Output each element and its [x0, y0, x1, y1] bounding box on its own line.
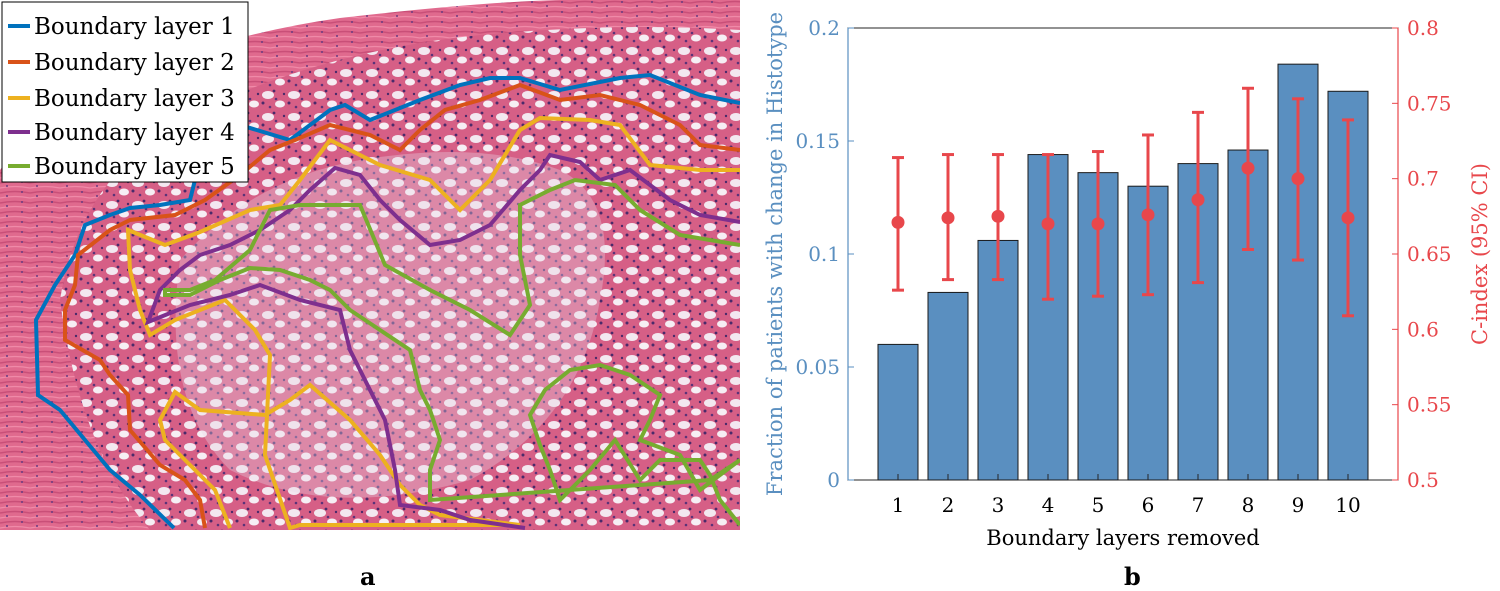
y-tick-label-right: 0.7 — [1407, 167, 1439, 191]
legend-entry: Boundary layer 5 — [8, 154, 235, 180]
x-axis: 1 2 3 4 5 6 7 8 9 10 — [892, 474, 1361, 517]
bars-layer — [877, 63, 1369, 481]
y-tick-label: 0.1 — [808, 242, 840, 266]
boundary-legend: Boundary layer 1 Boundary layer 2 Bounda… — [1, 1, 249, 183]
legend-label: Boundary layer 4 — [34, 120, 235, 146]
c-index-point — [1291, 172, 1305, 186]
y-axis-label: Fraction of patients with change in Hist… — [763, 12, 787, 496]
tissue-image — [0, 0, 740, 530]
y-tick-label-right: 0.65 — [1407, 242, 1452, 266]
y-tick-label-right: 0.55 — [1407, 393, 1452, 417]
legend-entry: Boundary layer 1 — [8, 14, 235, 40]
x-tick-label: 8 — [1242, 493, 1255, 517]
x-tick-label: 10 — [1335, 493, 1360, 517]
c-index-point — [1041, 217, 1055, 231]
boundary-layer-2-line — [63, 82, 740, 529]
x-tick-label: 1 — [892, 493, 905, 517]
y-tick-label: 0.05 — [795, 355, 840, 379]
panel-letter-b: b — [1124, 562, 1141, 591]
c-index-point — [891, 215, 905, 229]
y-tick-label-right: 0.5 — [1407, 468, 1439, 492]
c-index-point — [991, 209, 1005, 223]
x-tick-label: 4 — [1042, 493, 1055, 517]
right-axis: 0.5 0.55 0.6 0.65 0.7 0.75 0.8 — [1392, 16, 1452, 492]
c-index-point — [1191, 193, 1205, 207]
c-index-point — [1091, 217, 1105, 231]
bar-chart: 0 0.05 0.1 0.15 0.2 0.5 0.55 0.6 0.65 0.7 0.75 0.8… — [763, 12, 1492, 550]
y-tick-label-right: 0.6 — [1407, 317, 1439, 341]
legend-label: Boundary layer 3 — [34, 86, 235, 112]
y-tick-label: 0 — [827, 468, 840, 492]
c-index-point — [1141, 208, 1155, 222]
legend-label: Boundary layer 1 — [34, 14, 235, 40]
y-tick-label-right: 0.75 — [1407, 91, 1452, 115]
legend-entry: Boundary layer 4 — [8, 120, 235, 146]
left-axis: 0 0.05 0.1 0.15 0.2 — [795, 16, 854, 492]
bar — [927, 291, 969, 481]
y-tick-label: 0.15 — [795, 129, 840, 153]
c-index-point — [1341, 211, 1355, 225]
x-tick-label: 2 — [942, 493, 955, 517]
boundary-layer-3-line — [125, 115, 740, 530]
x-tick-label: 3 — [992, 493, 1005, 517]
boundary-layer-4-line — [144, 152, 740, 530]
panel-letter-a: a — [360, 562, 376, 591]
y-tick-label-right: 0.8 — [1407, 16, 1439, 40]
legend-label: Boundary layer 2 — [34, 50, 235, 76]
c-index-point — [1241, 161, 1255, 175]
errorbars-layer — [891, 86, 1355, 318]
y-tick-label: 0.2 — [808, 16, 840, 40]
x-tick-label: 5 — [1092, 493, 1105, 517]
x-tick-label: 7 — [1192, 493, 1205, 517]
y-axis-label-right: C-index (95% CI) — [1468, 163, 1492, 345]
bar — [877, 343, 919, 481]
histology-panel: Boundary layer 1 Boundary layer 2 Bounda… — [0, 0, 740, 530]
x-tick-label: 9 — [1292, 493, 1305, 517]
legend-label: Boundary layer 5 — [34, 154, 235, 180]
legend-entry: Boundary layer 2 — [8, 50, 235, 76]
x-tick-label: 6 — [1142, 493, 1155, 517]
x-axis-label: Boundary layers removed — [986, 526, 1259, 550]
boundary-layer-5-line — [163, 177, 740, 527]
c-index-point — [941, 211, 955, 225]
legend-entry: Boundary layer 3 — [8, 86, 235, 112]
